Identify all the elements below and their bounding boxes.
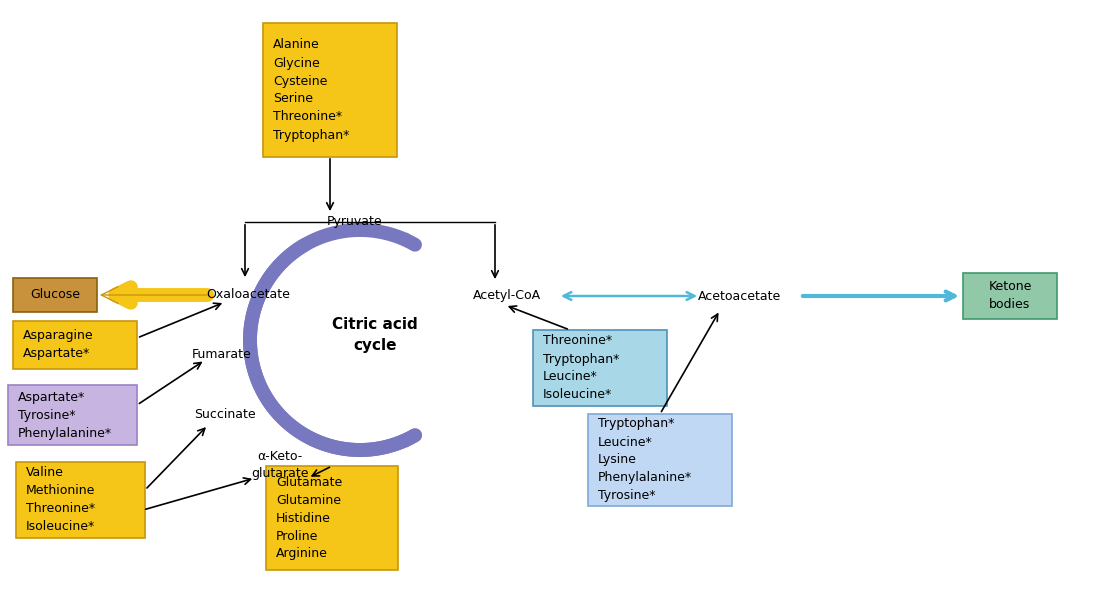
Text: Oxaloacetate: Oxaloacetate (206, 288, 290, 301)
Text: Fumarate: Fumarate (192, 349, 252, 362)
Text: Asparagine
Aspartate*: Asparagine Aspartate* (23, 330, 93, 360)
FancyBboxPatch shape (13, 321, 137, 369)
Text: α-Keto-
glutarate: α-Keto- glutarate (251, 450, 309, 480)
Text: Pyruvate: Pyruvate (328, 216, 383, 229)
Text: Citric acid
cycle: Citric acid cycle (332, 317, 418, 353)
Text: Succinate: Succinate (194, 408, 255, 421)
Text: Threonine*
Tryptophan*
Leucine*
Isoleucine*: Threonine* Tryptophan* Leucine* Isoleuci… (543, 334, 619, 402)
Text: Glutamate
Glutamine
Histidine
Proline
Arginine: Glutamate Glutamine Histidine Proline Ar… (276, 476, 342, 561)
FancyBboxPatch shape (533, 330, 667, 406)
FancyBboxPatch shape (263, 23, 397, 157)
Text: Acetoacetate: Acetoacetate (698, 290, 781, 302)
Text: Glucose: Glucose (30, 288, 80, 301)
FancyBboxPatch shape (13, 278, 98, 312)
FancyBboxPatch shape (266, 466, 398, 570)
FancyBboxPatch shape (8, 385, 137, 445)
Text: Valine
Methionine
Threonine*
Isoleucine*: Valine Methionine Threonine* Isoleucine* (25, 466, 95, 533)
Text: Alanine
Glycine
Cysteine
Serine
Threonine*
Tryptophan*: Alanine Glycine Cysteine Serine Threonin… (273, 38, 350, 142)
Text: Acetyl-CoA: Acetyl-CoA (473, 290, 541, 302)
FancyBboxPatch shape (587, 414, 732, 506)
Text: Tryptophan*
Leucine*
Lysine
Phenylalanine*
Tyrosine*: Tryptophan* Leucine* Lysine Phenylalanin… (598, 418, 693, 503)
Text: Ketone
bodies: Ketone bodies (989, 280, 1031, 312)
Text: Aspartate*
Tyrosine*
Phenylalanine*: Aspartate* Tyrosine* Phenylalanine* (18, 391, 112, 439)
FancyBboxPatch shape (963, 273, 1057, 319)
FancyBboxPatch shape (15, 462, 145, 538)
